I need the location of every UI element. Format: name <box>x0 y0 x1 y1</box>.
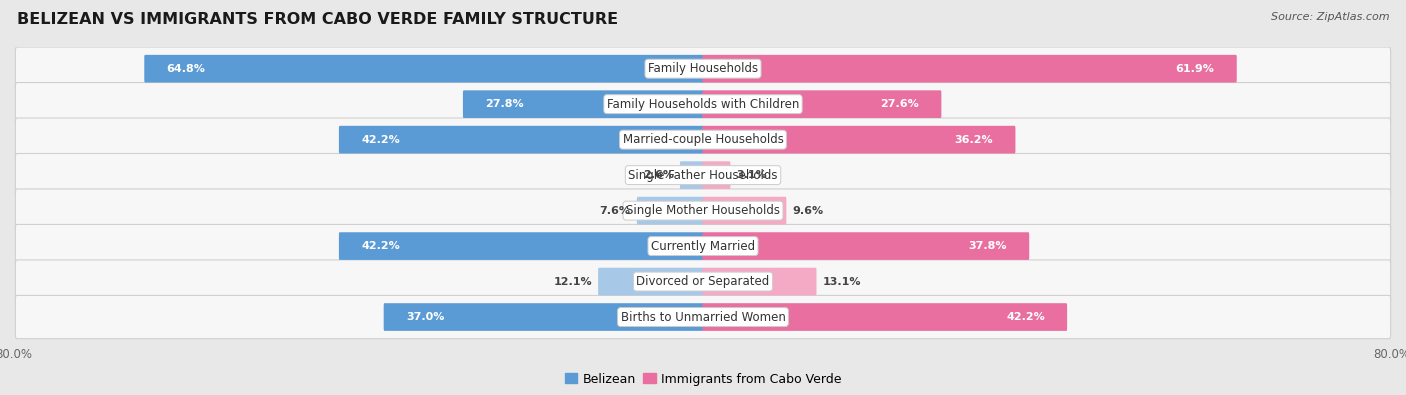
FancyBboxPatch shape <box>703 161 730 189</box>
FancyBboxPatch shape <box>15 154 1391 197</box>
Text: 37.8%: 37.8% <box>969 241 1007 251</box>
FancyBboxPatch shape <box>703 197 786 224</box>
Text: Single Father Households: Single Father Households <box>628 169 778 182</box>
Text: Currently Married: Currently Married <box>651 240 755 252</box>
Text: Family Households: Family Households <box>648 62 758 75</box>
FancyBboxPatch shape <box>637 197 703 224</box>
FancyBboxPatch shape <box>15 83 1391 126</box>
Legend: Belizean, Immigrants from Cabo Verde: Belizean, Immigrants from Cabo Verde <box>560 368 846 391</box>
Text: 37.0%: 37.0% <box>406 312 444 322</box>
Text: Source: ZipAtlas.com: Source: ZipAtlas.com <box>1271 12 1389 22</box>
FancyBboxPatch shape <box>384 303 703 331</box>
FancyBboxPatch shape <box>703 126 1015 154</box>
Text: 42.2%: 42.2% <box>361 135 399 145</box>
Text: 9.6%: 9.6% <box>793 206 824 216</box>
Text: 12.1%: 12.1% <box>554 276 592 286</box>
Text: 3.1%: 3.1% <box>737 170 768 180</box>
FancyBboxPatch shape <box>15 224 1391 268</box>
Text: Divorced or Separated: Divorced or Separated <box>637 275 769 288</box>
FancyBboxPatch shape <box>15 295 1391 339</box>
FancyBboxPatch shape <box>463 90 703 118</box>
FancyBboxPatch shape <box>598 268 703 295</box>
FancyBboxPatch shape <box>15 118 1391 161</box>
Text: 42.2%: 42.2% <box>361 241 399 251</box>
Text: Married-couple Households: Married-couple Households <box>623 133 783 146</box>
Text: 2.6%: 2.6% <box>643 170 673 180</box>
FancyBboxPatch shape <box>703 90 942 118</box>
Text: 7.6%: 7.6% <box>600 206 631 216</box>
FancyBboxPatch shape <box>703 303 1067 331</box>
Text: Family Households with Children: Family Households with Children <box>607 98 799 111</box>
FancyBboxPatch shape <box>145 55 703 83</box>
FancyBboxPatch shape <box>15 189 1391 232</box>
FancyBboxPatch shape <box>339 126 703 154</box>
Text: 36.2%: 36.2% <box>955 135 993 145</box>
FancyBboxPatch shape <box>703 232 1029 260</box>
FancyBboxPatch shape <box>339 232 703 260</box>
Text: 64.8%: 64.8% <box>166 64 205 74</box>
FancyBboxPatch shape <box>703 55 1237 83</box>
Text: 27.8%: 27.8% <box>485 99 524 109</box>
Text: Single Mother Households: Single Mother Households <box>626 204 780 217</box>
FancyBboxPatch shape <box>681 161 703 189</box>
Text: 61.9%: 61.9% <box>1175 64 1215 74</box>
Text: 13.1%: 13.1% <box>823 276 862 286</box>
Text: BELIZEAN VS IMMIGRANTS FROM CABO VERDE FAMILY STRUCTURE: BELIZEAN VS IMMIGRANTS FROM CABO VERDE F… <box>17 12 619 27</box>
FancyBboxPatch shape <box>15 47 1391 90</box>
Text: 42.2%: 42.2% <box>1007 312 1045 322</box>
Text: Births to Unmarried Women: Births to Unmarried Women <box>620 310 786 324</box>
FancyBboxPatch shape <box>703 268 817 295</box>
Text: 27.6%: 27.6% <box>880 99 920 109</box>
FancyBboxPatch shape <box>15 260 1391 303</box>
